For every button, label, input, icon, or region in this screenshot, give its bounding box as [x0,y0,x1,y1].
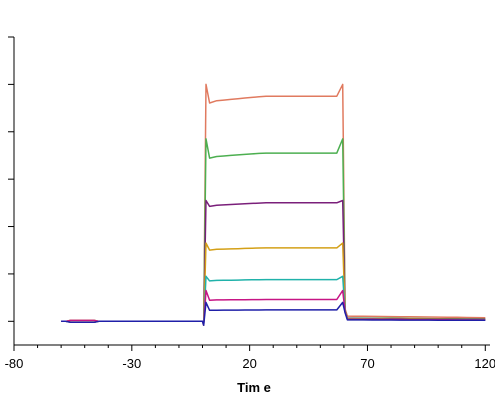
series-line [61,138,486,326]
x-tick-label: -80 [5,356,24,371]
series-line [61,242,486,326]
series-line [61,199,486,326]
x-tick-label: 70 [360,356,374,371]
x-tick-label: 120 [474,356,495,371]
x-tick-label: -30 [122,356,141,371]
x-tick-label: 20 [242,356,256,371]
series-line [61,301,486,326]
series-line [61,83,486,326]
x-axis-label: Tim e [237,380,271,395]
